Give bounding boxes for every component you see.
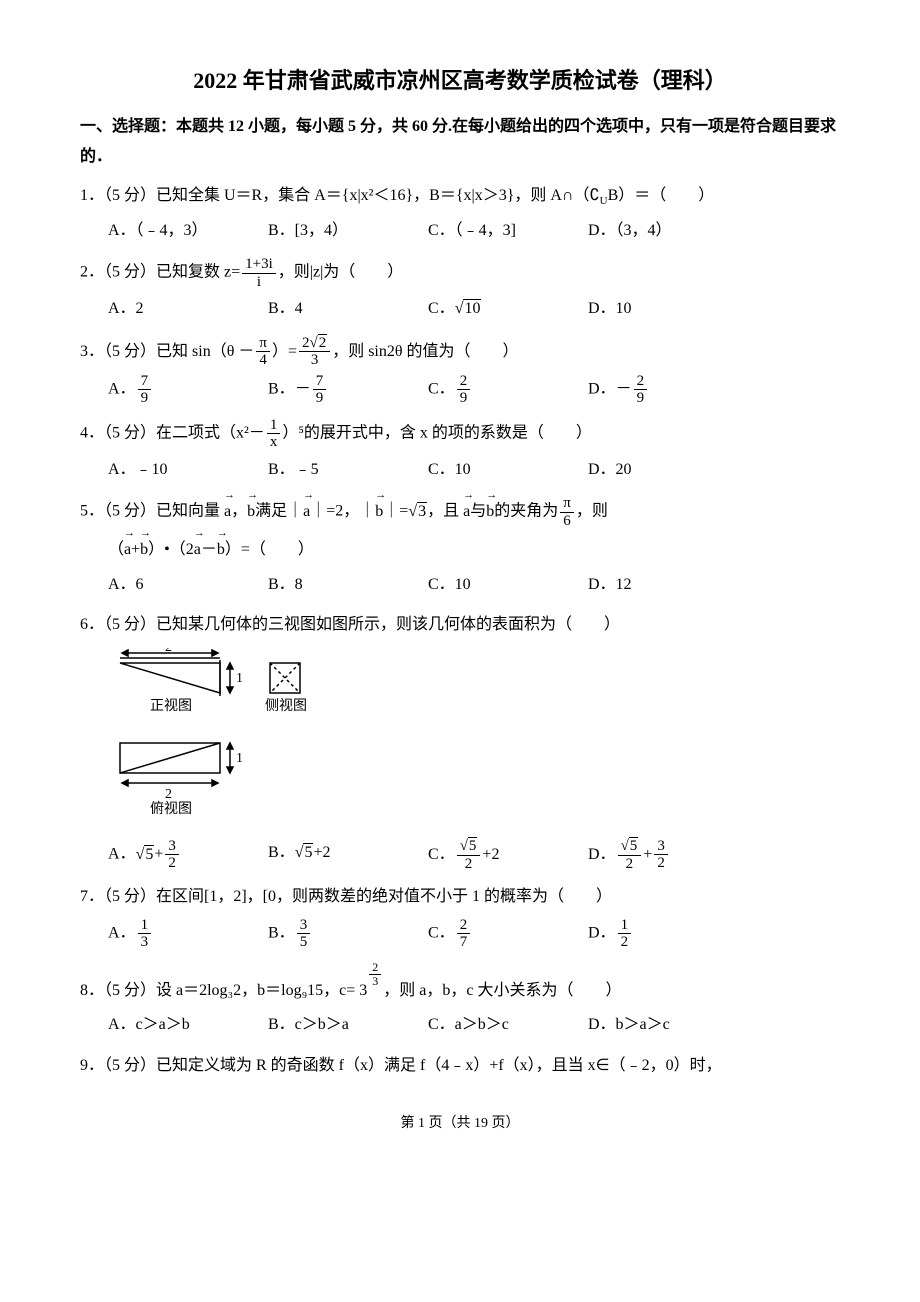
q2c-val: 10 — [463, 299, 481, 317]
question-9: 9．（5 分）已知定义域为 R 的奇函数 f（x）满足 f（4﹣x）+f（x），… — [80, 1051, 840, 1081]
q6-options: A．5+32 B．5+2 C．52+2 D．52+32 — [108, 838, 748, 872]
q2-num: 1+3i — [242, 256, 276, 274]
question-6: 6．（5 分）已知某几何体的三视图如图所示，则该几何体的表面积为（ ） — [80, 610, 840, 640]
page-footer: 第 1 页（共 19 页） — [80, 1111, 840, 1138]
question-2: 2．（5 分）已知复数 z=1+3ii，则|z|为（ ） — [80, 256, 840, 290]
q5-opt-d: D．12 — [588, 570, 748, 600]
q3-root: 2 — [318, 334, 328, 351]
q4-opt-c: C．10 — [428, 455, 588, 485]
q7-opt-c: C．27 — [428, 917, 588, 951]
sqrt-icon — [408, 497, 417, 527]
q6-opt-a: A．5+32 — [108, 838, 268, 872]
q1-opt-c: C．（﹣4，3] — [428, 216, 588, 246]
q1-subscript: U — [600, 195, 608, 207]
q1-stem: 1．（5 分）已知全集 U＝R，集合 A＝{x|x²＜16}，B＝{x|x＞3}… — [80, 187, 600, 204]
q4-opt-a: A．﹣10 — [108, 455, 268, 485]
vector-a-icon: a — [224, 497, 231, 527]
q4-pre: 4．（5 分）在二项式（ — [80, 425, 236, 442]
q4-x2: x²－ — [236, 425, 265, 442]
q5-opt-a: A．6 — [108, 570, 268, 600]
paper-title: 2022 年甘肃省武威市凉州区高考数学质检试卷（理科） — [80, 60, 840, 102]
q1-stem-tail: B）＝（ ） — [608, 187, 715, 204]
q6-opt-c: C．52+2 — [428, 838, 588, 872]
q2-opt-d: D．10 — [588, 294, 748, 325]
q2-opt-a: A．2 — [108, 294, 268, 325]
q4-pow: ）⁵ — [282, 425, 304, 442]
q3-opt-b: B．－79 — [268, 373, 428, 407]
q5-opt-b: B．8 — [268, 570, 428, 600]
sqrt-icon — [309, 335, 317, 352]
q4-post: 的展开式中，含 x 的项的系数是（ ） — [304, 425, 592, 442]
sqrt-icon — [460, 838, 468, 855]
q3-opt-a: A．79 — [108, 373, 268, 407]
q1-opt-b: B．[3，4） — [268, 216, 428, 246]
front-label: 正视图 — [150, 698, 192, 714]
q1-opt-d: D．（3，4） — [588, 216, 748, 246]
q2-den: i — [242, 274, 276, 291]
svg-text:2: 2 — [165, 787, 172, 802]
q3-options: A．79 B．－79 C．29 D．－29 — [108, 373, 748, 407]
q7-options: A．13 B．35 C．27 D．12 — [108, 917, 748, 951]
q2-z: z= — [224, 264, 240, 281]
dim-1: 1 — [236, 671, 243, 686]
dim-2: 2 — [165, 648, 172, 655]
q8-options: A．c＞a＞b B．c＞b＞a C．a＞b＞c D．b＞a＞c — [108, 1010, 748, 1040]
three-view-svg: 2 1 正视图 侧视图 1 2 俯视图 — [110, 648, 370, 818]
q4-options: A．﹣10 B．﹣5 C．10 D．20 — [108, 455, 748, 485]
question-8: 8．（5 分）设 a＝2log₃2，b＝log₉15，c= 323，则 a，b，… — [80, 961, 840, 1007]
q2-post: ，则|z|为（ ） — [278, 264, 404, 281]
q2-frac: 1+3ii — [242, 256, 276, 290]
question-1: 1．（5 分）已知全集 U＝R，集合 A＝{x|x²＜16}，B＝{x|x＞3}… — [80, 181, 840, 212]
q8-opt-d: D．b＞a＞c — [588, 1010, 748, 1040]
question-3: 3．（5 分）已知 sin（θ －π4）=223，则 sin2θ 的值为（ ） — [80, 335, 840, 369]
q3-sin: sin（θ － — [192, 342, 254, 359]
side-label: 侧视图 — [265, 698, 307, 714]
q3-post: ，则 sin2θ 的值为（ ） — [332, 342, 518, 359]
three-view-diagram: 2 1 正视图 侧视图 1 2 俯视图 — [110, 648, 840, 829]
question-5-line2: （a+b）•（2a－b）=（ ） — [108, 535, 840, 565]
q8-opt-b: B．c＞b＞a — [268, 1010, 428, 1040]
q3-opt-c: C．29 — [428, 373, 588, 407]
q5-options: A．6 B．8 C．10 D．12 — [108, 570, 748, 600]
q5-opt-c: C．10 — [428, 570, 588, 600]
top-label: 俯视图 — [150, 801, 192, 817]
q3-2: 2 — [302, 335, 310, 351]
q7-opt-d: D．12 — [588, 917, 748, 951]
svg-text:1: 1 — [236, 751, 243, 766]
question-7: 7．（5 分）在区间[1，2]，[0，则两数差的绝对值不小于 1 的概率为（ ） — [80, 882, 840, 912]
q3-pi4: π4 — [256, 335, 270, 369]
vector-b-icon: b — [247, 497, 255, 527]
q2-opt-b: B．4 — [268, 294, 428, 325]
section-heading: 一、选择题：本题共 12 小题，每小题 5 分，共 60 分.在每小题给出的四个… — [80, 112, 840, 173]
q3-pi: π — [256, 335, 270, 353]
q4-opt-b: B．﹣5 — [268, 455, 428, 485]
q7-opt-b: B．35 — [268, 917, 428, 951]
q8-opt-c: C．a＞b＞c — [428, 1010, 588, 1040]
q3-val: 223 — [299, 335, 330, 369]
q3-4: 4 — [256, 352, 270, 369]
q3-den: 3 — [299, 352, 330, 369]
q3-eq: ）= — [272, 342, 297, 359]
question-4: 4．（5 分）在二项式（x²－1x）⁵的展开式中，含 x 的项的系数是（ ） — [80, 417, 840, 451]
q2-options: A．2 B．4 C． 10 D．10 — [108, 294, 748, 325]
q1-options: A．（﹣4，3） B．[3，4） C．（﹣4，3] D．（3，4） — [108, 216, 748, 246]
q2c-pre: C． — [428, 300, 455, 317]
q1-opt-a: A．（﹣4，3） — [108, 216, 268, 246]
q3-pre: 3．（5 分）已知 — [80, 342, 192, 359]
q2-opt-c: C． 10 — [428, 294, 588, 325]
q8-opt-a: A．c＞a＞b — [108, 1010, 268, 1040]
q8-exponent: 23 — [369, 961, 381, 988]
q2-pre: 2．（5 分）已知复数 — [80, 264, 224, 281]
q4-opt-d: D．20 — [588, 455, 748, 485]
q6-opt-b: B．5+2 — [268, 838, 428, 872]
q6-opt-d: D．52+32 — [588, 838, 748, 872]
q7-opt-a: A．13 — [108, 917, 268, 951]
q3-opt-d: D．－29 — [588, 373, 748, 407]
sqrt-icon — [621, 838, 629, 855]
